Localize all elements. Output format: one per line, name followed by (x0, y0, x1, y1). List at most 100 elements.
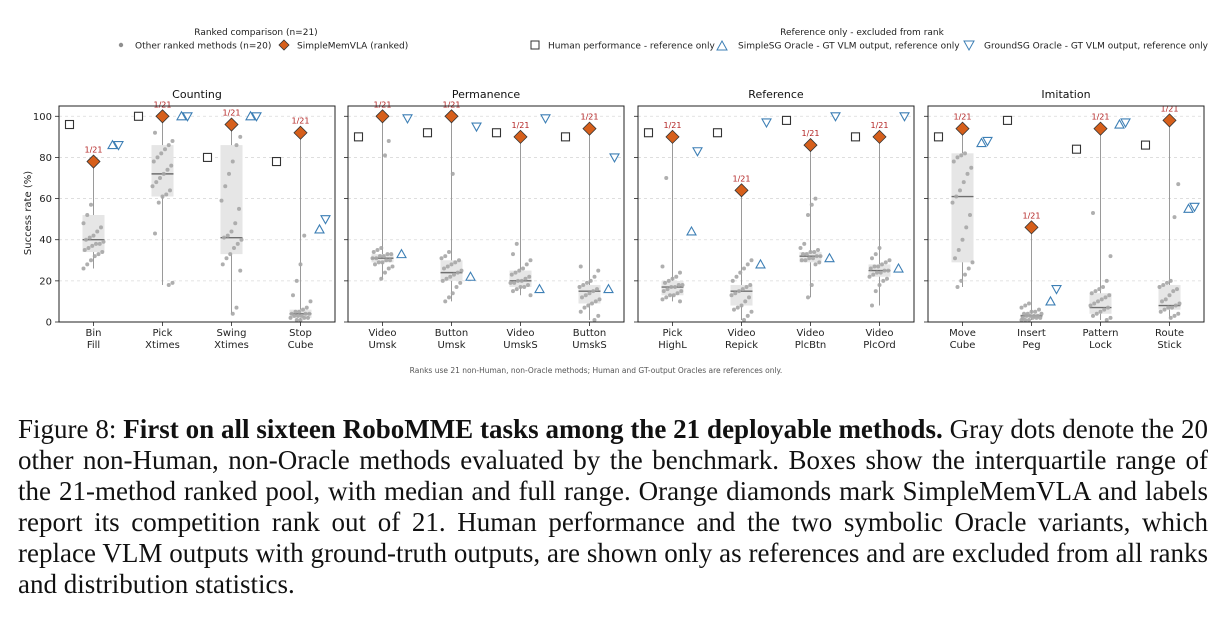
other-method-dot (729, 293, 734, 298)
other-method-dot (748, 282, 753, 287)
simplesg-marker (314, 223, 325, 234)
other-method-dot (1089, 291, 1094, 296)
other-method-dot (664, 295, 669, 300)
other-method-dot (85, 262, 90, 267)
other-method-dot (307, 311, 312, 316)
other-method-dot (516, 278, 520, 283)
other-method-dot (234, 143, 239, 148)
other-method-dot (966, 266, 971, 271)
groundsg-marker (113, 141, 124, 151)
other-method-dot (1091, 313, 1095, 318)
other-method-dot (1020, 315, 1025, 320)
other-method-dot (678, 299, 682, 304)
legend-groundsg-label: GroundSG Oracle - GT VLM output, referen… (984, 42, 1209, 52)
other-method-dot (961, 180, 966, 185)
other-method-dot (1032, 313, 1036, 318)
other-method-dot (1177, 301, 1182, 306)
x-tick-label: Swing (217, 328, 247, 339)
other-method-dot (955, 155, 960, 160)
other-method-dot (1029, 309, 1034, 314)
other-method-dot (873, 252, 878, 257)
other-method-dot (443, 254, 448, 259)
other-method-dot (514, 287, 519, 292)
other-method-dot (592, 317, 597, 322)
other-method-dot (886, 268, 891, 273)
other-method-dot (956, 248, 961, 252)
other-method-dot (455, 270, 460, 275)
human-marker (1002, 115, 1013, 125)
human-marker (712, 128, 723, 138)
other-method-dot (444, 276, 449, 281)
rank-label: 1/21 (664, 121, 682, 130)
other-method-dot (447, 295, 451, 300)
other-method-dot (164, 192, 169, 197)
groundsg-marker (402, 114, 413, 124)
panel-title: Reference (748, 88, 804, 101)
other-method-dot (386, 266, 391, 271)
other-method-dot (169, 163, 174, 168)
simplesg-marker (603, 283, 614, 294)
human-marker (64, 119, 75, 130)
other-method-dot (1108, 315, 1113, 320)
human-marker (422, 128, 433, 138)
other-method-dot (1093, 289, 1098, 294)
other-method-dot (101, 239, 106, 244)
x-tick-label: Video (796, 328, 824, 339)
other-method-dot (742, 266, 746, 271)
other-method-dot (170, 138, 175, 143)
x-tick-label: Button (435, 328, 469, 339)
ours-marker (1024, 220, 1039, 235)
ours-marker (1162, 113, 1177, 128)
human-marker (353, 132, 364, 142)
other-method-dot (818, 254, 823, 259)
other-method-dot (294, 317, 299, 322)
other-method-dot (883, 260, 888, 265)
other-method-dot (950, 200, 955, 205)
other-method-dot (228, 252, 233, 257)
other-method-dot (742, 317, 746, 322)
other-method-dot (524, 262, 529, 267)
legend-others-marker (118, 42, 124, 48)
other-method-dot (585, 280, 589, 285)
other-method-dot (459, 268, 464, 273)
other-method-dot (737, 289, 741, 294)
other-method-dot (385, 252, 390, 257)
other-method-dot (222, 235, 226, 240)
simplesg-marker (686, 225, 697, 236)
iqr-box (220, 145, 243, 255)
other-method-dot (963, 272, 967, 277)
panel-frame (347, 105, 625, 323)
x-tick-label: Pick (153, 328, 173, 339)
other-method-dot (578, 309, 583, 314)
ours-marker (293, 125, 308, 140)
other-method-dot (872, 264, 877, 269)
other-method-dot (1106, 305, 1110, 310)
footnote: Ranks use 21 non-Human, non-Oracle metho… (410, 366, 783, 375)
x-tick-label: Cube (950, 340, 976, 351)
y-tick-label: 0 (46, 318, 52, 329)
simplesg-marker (396, 248, 407, 259)
other-method-dot (378, 254, 382, 259)
other-method-dot (1161, 282, 1166, 287)
other-method-dot (1172, 313, 1177, 318)
x-tick-label: Xtimes (214, 340, 249, 351)
other-method-dot (450, 171, 455, 176)
other-method-dot (969, 165, 974, 170)
other-method-dot (223, 184, 228, 189)
other-method-dot (803, 258, 808, 263)
groundsg-marker (982, 136, 993, 147)
other-method-dot (508, 280, 513, 285)
rank-label: 1/21 (154, 100, 172, 109)
groundsg-marker (830, 112, 841, 122)
other-method-dot (238, 134, 243, 139)
x-tick-label: Cube (288, 340, 314, 351)
other-method-dot (801, 252, 805, 257)
other-method-dot (440, 278, 445, 283)
other-method-dot (1103, 295, 1108, 300)
other-method-dot (876, 264, 881, 269)
